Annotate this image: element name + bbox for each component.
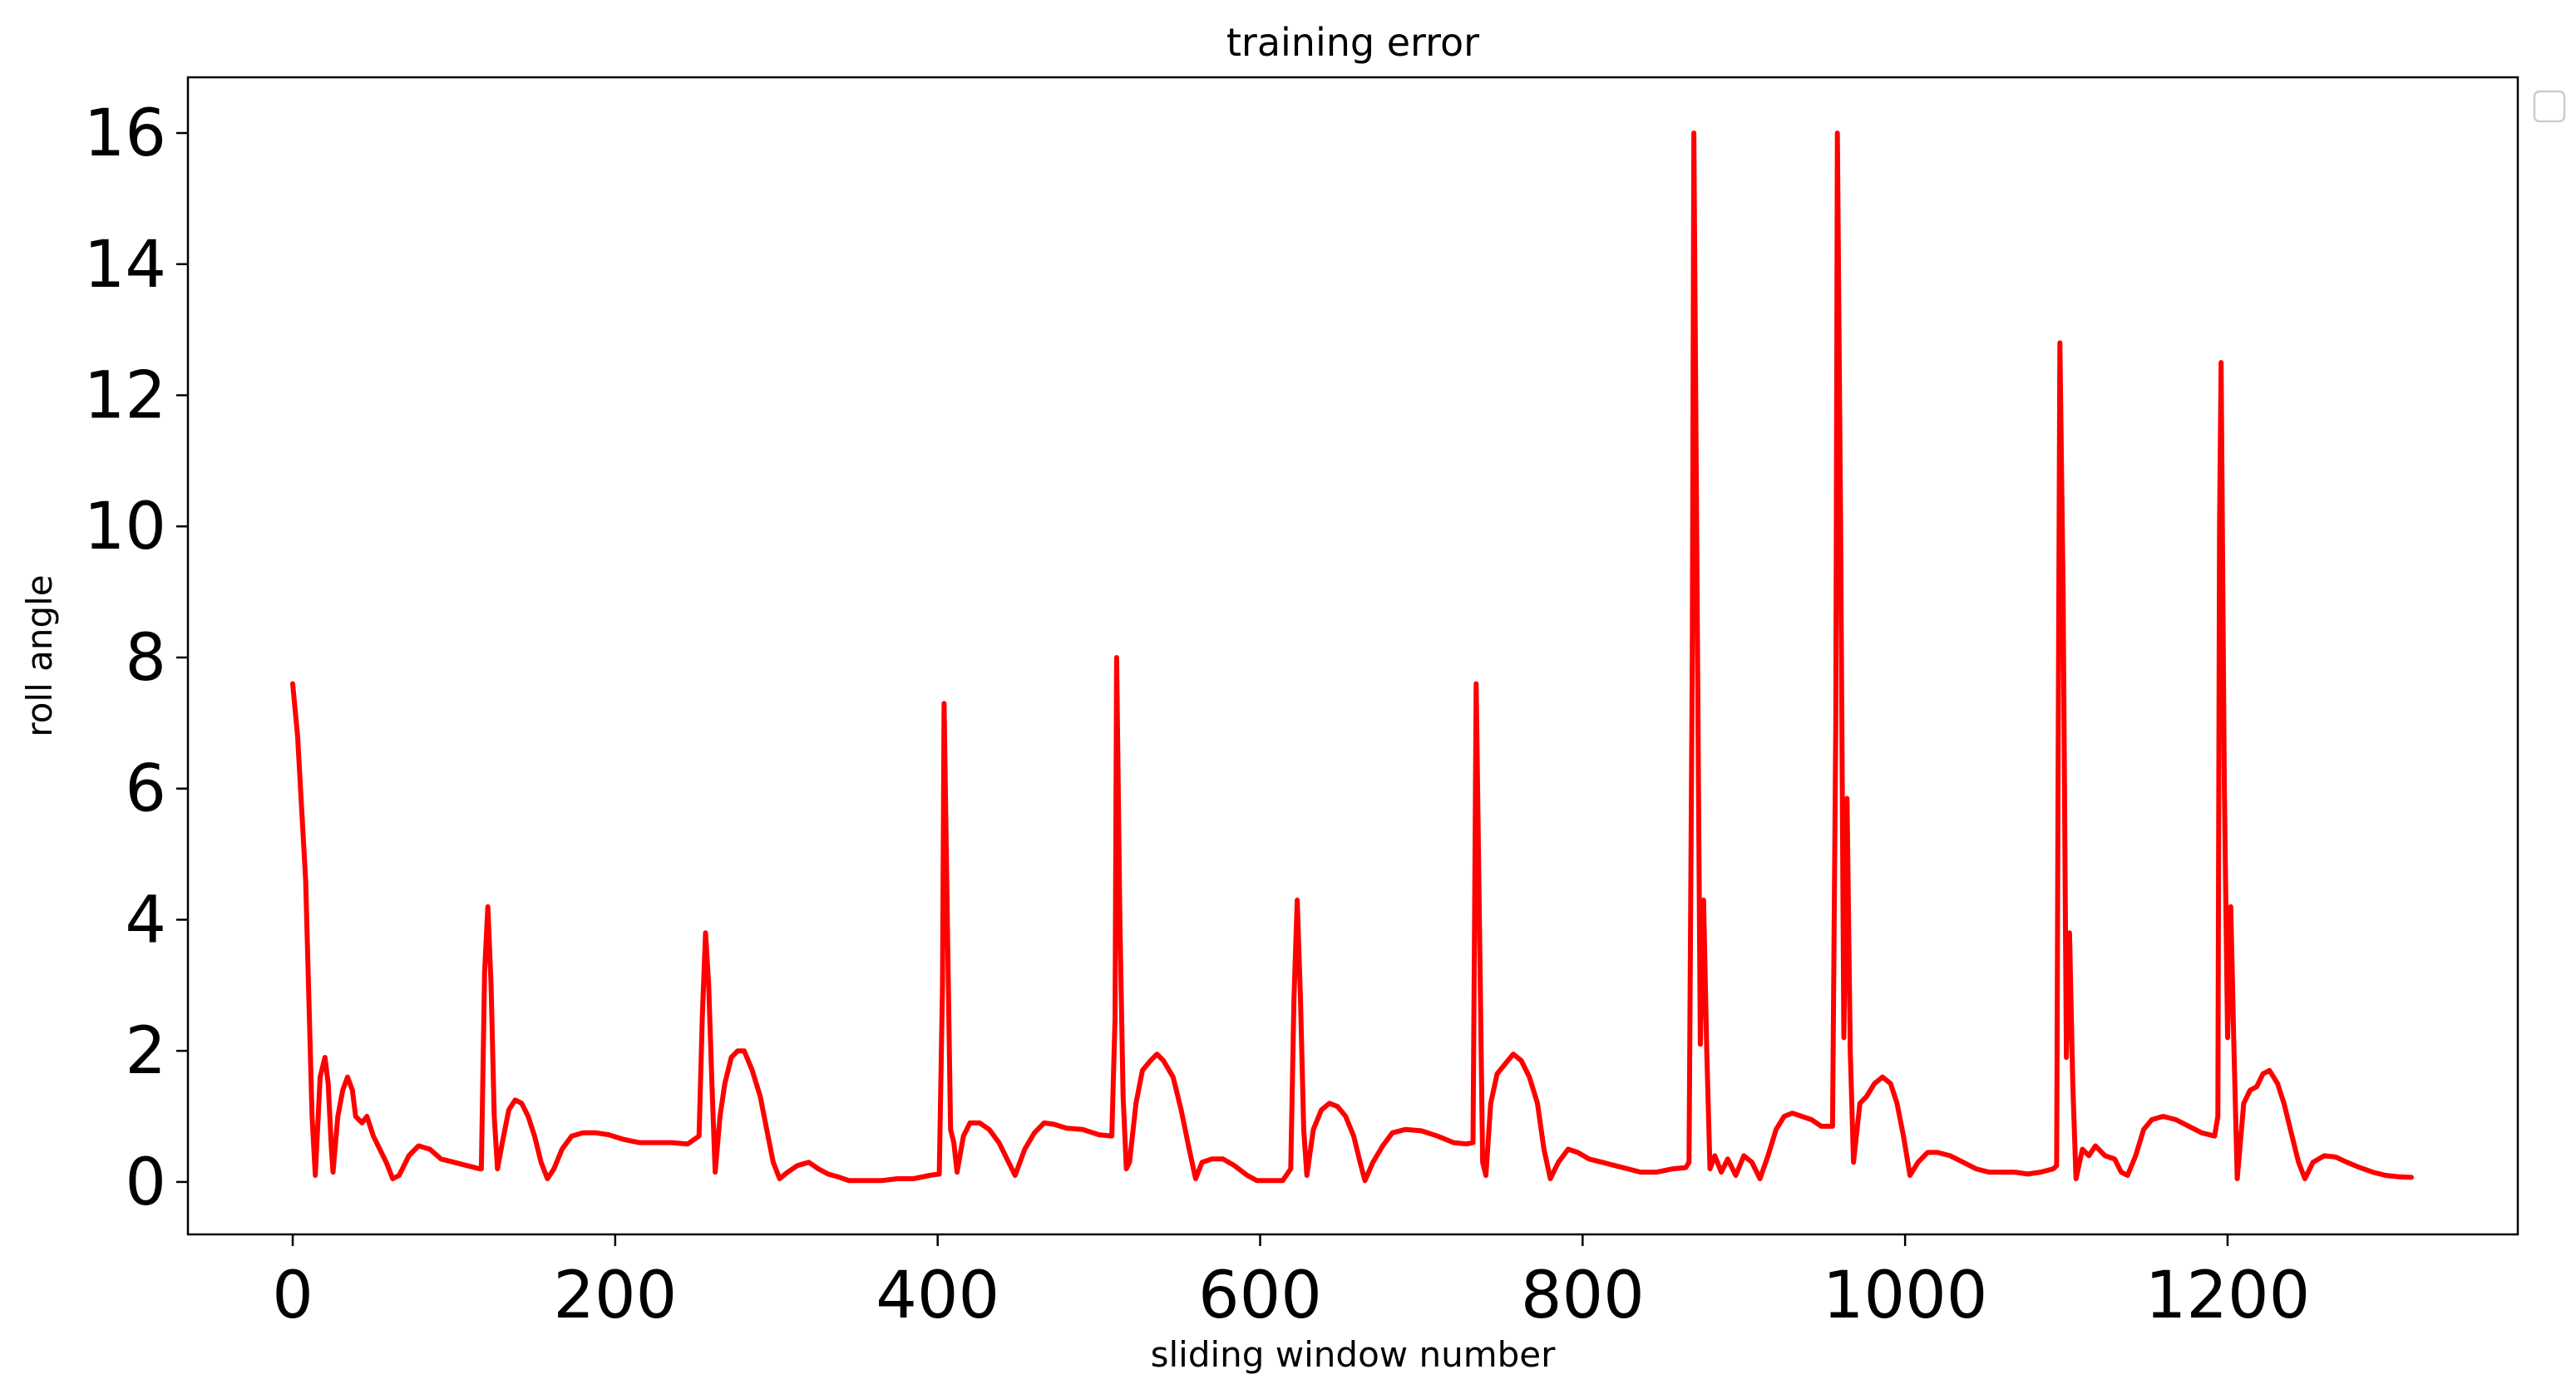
y-tick-label: 0	[125, 1145, 166, 1220]
y-tick-label: 12	[84, 359, 166, 434]
x-axis: 0 200 400 600 800 1000 1200	[272, 1234, 2310, 1333]
y-tick-label: 14	[84, 228, 166, 303]
x-tick-label: 0	[272, 1259, 313, 1333]
x-axis-label: sliding window number	[1151, 1334, 1557, 1375]
y-tick-label: 4	[125, 883, 166, 958]
x-tick-label: 200	[553, 1259, 677, 1333]
axes-frame	[186, 76, 2519, 1236]
x-tick-label: 600	[1198, 1259, 1322, 1333]
x-tick-label: 1200	[2145, 1259, 2311, 1333]
y-tick-label: 6	[125, 752, 166, 827]
legend-box	[2533, 90, 2566, 123]
plot-area	[290, 131, 2414, 1184]
y-tick-label: 8	[125, 621, 166, 696]
x-tick-label: 400	[876, 1259, 999, 1333]
x-tick-label: 1000	[1823, 1259, 1988, 1333]
y-axis: 0 2 4 6 8 10 12 14 16	[84, 96, 188, 1220]
y-tick-label: 16	[84, 96, 166, 171]
series-line-0	[290, 131, 2414, 1184]
x-tick-label: 800	[1521, 1259, 1645, 1333]
y-tick-label: 2	[125, 1014, 166, 1089]
chart-title: training error	[1226, 20, 1479, 65]
y-tick-label: 10	[84, 490, 166, 564]
y-axis-label: roll angle	[19, 574, 60, 736]
